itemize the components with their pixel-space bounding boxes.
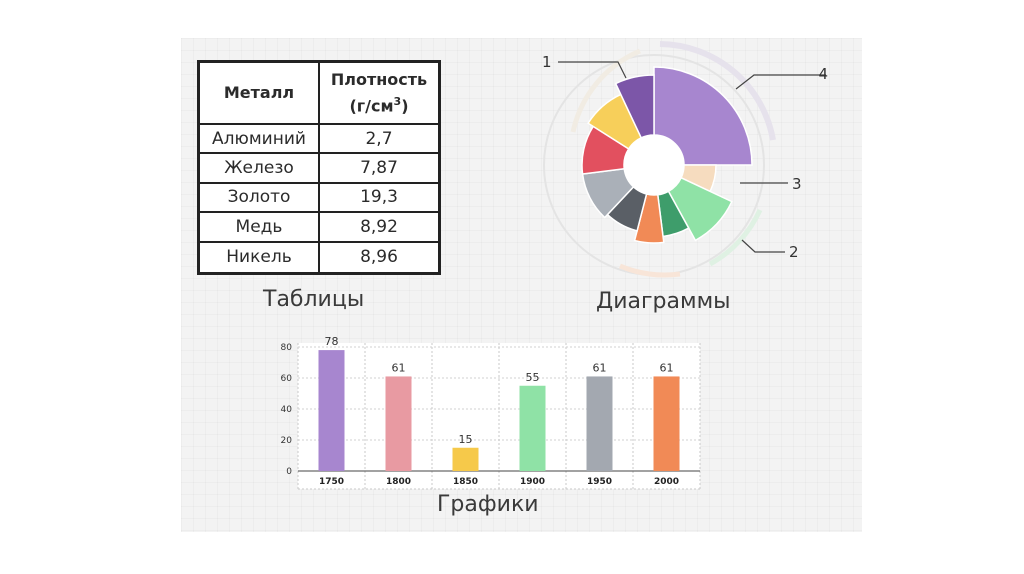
caption-tables: Таблицы [263,287,365,312]
y-tick-label: 20 [281,436,293,446]
table-cell-metal: Железо [200,154,320,184]
bar-y-ticks: 0 20 40 60 80 [281,343,293,477]
callout-line-2 [741,239,785,253]
callout-line-1 [558,61,627,79]
caption-diagrams: Диаграммы [596,289,731,314]
table-header-metal: Металл [200,63,320,125]
x-tick-label: 2000 [654,477,679,487]
density-label: Плотность [330,70,428,90]
bar-1750 [318,350,345,471]
bar-x-ticks: 1750 1800 1850 1900 1950 2000 [319,477,679,487]
table-cell-density: 8,96 [360,247,398,268]
callout-line-4 [735,74,826,90]
bar-value-label: 61 [660,361,674,374]
bar-1900 [519,385,546,471]
table-cell-metal: Медь [200,213,320,243]
bar-1950 [586,376,613,471]
bar-value-labels: 78 61 15 55 61 61 [325,335,674,446]
callout-label-3: 3 [792,175,802,193]
table-cell-density: 2,7 [320,125,438,155]
callout-label-1: 1 [542,53,552,71]
y-tick-label: 80 [281,343,293,353]
decor-arc [708,208,763,267]
density-unit: (г/см3) [349,94,409,116]
donut-chart: 1 2 3 4 [542,41,828,278]
bar-value-label: 55 [526,371,540,384]
bar-grid [297,343,701,490]
x-tick-label: 1800 [386,477,411,487]
bar-value-label: 78 [325,335,339,348]
table-cell-density: 8,92 [320,213,438,243]
table-cell-metal: Никель [200,242,320,272]
bar-value-label: 61 [593,361,607,374]
decor-arc [619,263,681,278]
bar-bars [318,350,680,471]
bar-1800 [385,376,412,471]
caption-graphs: Графики [437,492,539,517]
x-tick-label: 1950 [587,477,612,487]
x-tick-label: 1750 [319,477,344,487]
y-tick-label: 40 [281,405,293,415]
bar-1850 [452,447,479,471]
callout-label-2: 2 [789,243,799,261]
decor-arc [570,48,641,133]
donut-hole [624,135,684,195]
y-tick-label: 0 [286,467,292,477]
table-header-density: Плотность (г/см3) [320,63,438,125]
x-tick-label: 1900 [520,477,545,487]
table-cell-metal: Золото [200,183,320,214]
table-cell-density: 19,3 [320,184,438,214]
bar-2000 [653,376,680,471]
table-cell-metal: Алюминий [200,125,320,155]
bar-value-label: 61 [392,361,406,374]
x-tick-label: 1850 [453,477,478,487]
y-tick-label: 60 [281,374,293,384]
decor-arc [659,41,776,141]
callout-label-4: 4 [818,65,828,83]
table-cell-density: 7,87 [320,154,438,184]
metal-density-table: Металл Плотность (г/см3) Алюминий 2,7 Же… [197,60,441,275]
bar-value-label: 15 [459,433,473,446]
